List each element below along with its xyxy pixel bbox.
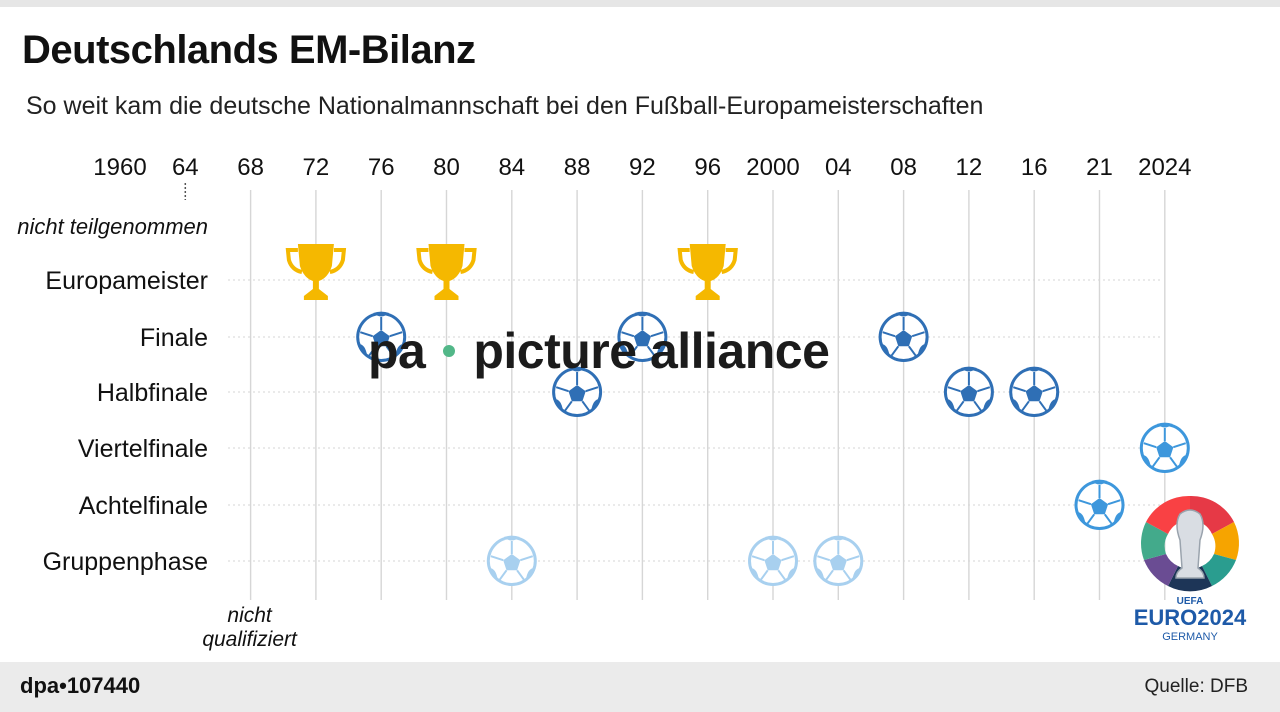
year-tick-label: 21 xyxy=(1086,154,1113,181)
chart-subtitle: So weit kam die deutsche Nationalmannsch… xyxy=(26,92,984,120)
stage-label: Europameister xyxy=(45,267,208,295)
watermark-dot xyxy=(443,344,456,357)
football-marker xyxy=(748,535,798,586)
football-marker xyxy=(878,311,929,362)
year-tick-label: 04 xyxy=(825,154,852,181)
dpa-graphic-id: dpa•107440 xyxy=(20,673,141,698)
logo-trophy xyxy=(1175,509,1205,579)
football-marker xyxy=(943,366,994,417)
football-marker xyxy=(486,535,537,586)
year-tick-label: 12 xyxy=(956,154,983,181)
football-marker xyxy=(813,535,864,586)
footer-bar xyxy=(0,662,1280,712)
trophy-marker xyxy=(677,244,738,300)
year-tick-label: 08 xyxy=(890,154,917,181)
trophy-marker xyxy=(416,244,477,300)
football-marker xyxy=(552,366,603,417)
year-tick-label: 64 xyxy=(172,154,199,181)
football-marker xyxy=(1139,422,1190,473)
logo-germany: GERMANY xyxy=(1162,631,1218,643)
year-tick-label: 96 xyxy=(694,154,721,181)
watermark-pa: pa xyxy=(368,323,426,379)
year-tick-label: 76 xyxy=(368,154,395,181)
watermark-text: picture alliance xyxy=(473,323,830,379)
football-marker xyxy=(356,311,407,362)
year-tick-label: 88 xyxy=(564,154,591,181)
watermark: pa picture alliance xyxy=(368,322,830,380)
football-marker xyxy=(1074,479,1125,530)
year-tick-label: 16 xyxy=(1021,154,1048,181)
stage-label: Viertelfinale xyxy=(78,435,208,463)
euro2024-logo: UEFA EURO2024 GERMANY xyxy=(1124,488,1256,648)
year-tick-label: 84 xyxy=(498,154,525,181)
chart-title: Deutschlands EM-Bilanz xyxy=(22,28,476,72)
stage-label: Achtelfinale xyxy=(79,492,208,520)
logo-euro2024: EURO2024 xyxy=(1134,605,1247,630)
football-marker xyxy=(1009,366,1060,417)
stage-label: Halbfinale xyxy=(97,379,208,407)
year-tick-label: 80 xyxy=(433,154,460,181)
year-tick-label: 2000 xyxy=(746,154,799,181)
stage-label: Gruppenphase xyxy=(43,548,208,576)
year-tick-label: 92 xyxy=(629,154,656,181)
trophy-marker xyxy=(285,244,347,300)
year-tick-label: 2024 xyxy=(1138,154,1191,181)
stage-label: Finale xyxy=(140,324,208,352)
year-tick-label: 1960 xyxy=(93,154,146,181)
source-note: Quelle: DFB xyxy=(1144,676,1248,697)
year-tick-label: 68 xyxy=(237,154,264,181)
not-qualified-label: nicht qualifiziert xyxy=(202,604,298,651)
football-marker xyxy=(617,311,668,362)
stage-label: nicht teilgenommen xyxy=(17,214,208,239)
year-tick-label: 72 xyxy=(303,154,330,181)
top-strip xyxy=(0,0,1280,7)
em-results-chart: 1960 64 68 72 76 80 84 88 92 96 2000 04 08 12 16 21 2024… xyxy=(17,154,1191,651)
logo-uefa: UEFA xyxy=(1177,596,1204,607)
